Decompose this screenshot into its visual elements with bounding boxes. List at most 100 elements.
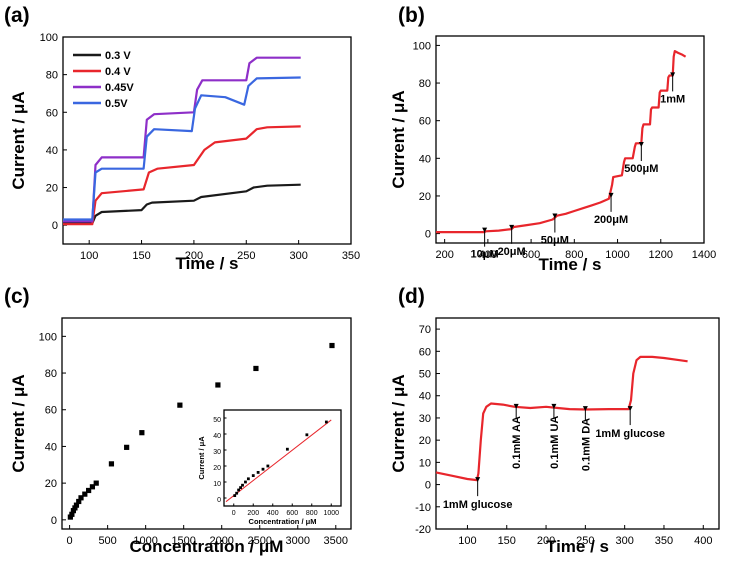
annotation-label: 0.1mM DA xyxy=(580,418,592,471)
inset-data-point xyxy=(285,447,289,451)
data-point xyxy=(73,502,80,508)
y-tick-label: 0 xyxy=(425,480,431,492)
x-tick-label: 150 xyxy=(498,535,516,547)
x-tick-label: 500 xyxy=(98,535,116,547)
data-point xyxy=(76,498,82,505)
annotation-arrow-head xyxy=(509,224,515,230)
y-tick-label: 80 xyxy=(419,78,431,90)
panel-label: (c) xyxy=(4,285,30,308)
y-tick-label: 30 xyxy=(213,449,221,456)
inset-data-point xyxy=(233,494,237,497)
inset-y-axis-label: Current / μA xyxy=(197,436,206,480)
inset-data-point xyxy=(239,486,242,489)
series-line xyxy=(63,76,301,221)
annotation: 0.1mM UA xyxy=(549,403,561,469)
x-tick-label: 250 xyxy=(237,250,255,262)
x-tick-label: 1000 xyxy=(323,510,339,517)
annotation-arrow-head xyxy=(608,192,614,198)
x-tick-label: 2000 xyxy=(209,535,233,547)
x-tick-label: 800 xyxy=(565,249,583,261)
series-line xyxy=(436,50,687,234)
inset-data-point xyxy=(241,483,244,487)
y-tick-label: 40 xyxy=(45,441,57,453)
data-point xyxy=(253,365,259,372)
panel-label: (d) xyxy=(398,285,425,308)
data-point xyxy=(89,484,96,490)
y-tick-label: -20 xyxy=(415,524,431,536)
y-axis-label: Current / μA xyxy=(389,90,408,188)
annotation-arrow-head xyxy=(638,142,644,148)
y-tick-label: 30 xyxy=(419,413,431,425)
data-point xyxy=(72,505,78,511)
y-tick-label: 60 xyxy=(46,107,58,119)
x-tick-label: 300 xyxy=(615,535,633,547)
annotation: 1mM glucose xyxy=(443,477,513,511)
series-line xyxy=(63,125,301,226)
data-point xyxy=(108,461,115,467)
y-tick-label: 80 xyxy=(46,70,58,82)
y-tick-label: 20 xyxy=(46,183,58,195)
y-tick-label: 100 xyxy=(40,32,58,44)
y-tick-label: 60 xyxy=(419,346,431,358)
x-tick-label: 100 xyxy=(458,535,476,547)
y-tick-label: 10 xyxy=(419,457,431,469)
annotation-arrow-head xyxy=(627,406,633,412)
annotation: 0.1mM AA xyxy=(511,403,523,469)
y-tick-label: 40 xyxy=(419,391,431,403)
annotation: 200μM xyxy=(594,192,628,226)
data-point xyxy=(69,511,75,517)
annotation-label: 1mM glucose xyxy=(595,428,665,440)
data-point xyxy=(139,430,145,436)
y-tick-label: 80 xyxy=(45,368,57,380)
legend-label: 0.4 V xyxy=(105,66,131,78)
y-tick-label: 60 xyxy=(419,116,431,128)
y-axis-label: Current / μA xyxy=(389,374,408,472)
y-tick-label: 20 xyxy=(45,478,57,490)
legend-label: 0.5V xyxy=(105,98,128,110)
y-tick-label: 0 xyxy=(52,220,58,232)
x-tick-label: 100 xyxy=(80,250,98,262)
annotation: 500μM xyxy=(624,142,658,175)
annotation: 50μM xyxy=(541,213,569,247)
x-tick-label: 0 xyxy=(67,535,73,547)
annotation-label: 1mM glucose xyxy=(443,499,513,511)
panel-b: (b) 200 400 600 800 1000 1200 1400 0 20 40 60 80 100 T… xyxy=(389,4,716,274)
data-point xyxy=(329,342,335,349)
x-tick-label: 400 xyxy=(479,249,497,261)
x-tick-label: 2500 xyxy=(247,535,271,547)
annotation-label: 500μM xyxy=(624,163,658,175)
inset-data-point xyxy=(324,420,328,424)
annotation-arrow-head xyxy=(582,406,588,412)
inset-x-axis-label: Concentration / μM xyxy=(249,517,317,526)
x-axis-label: Time / s xyxy=(546,537,609,556)
x-tick-label: 800 xyxy=(306,510,318,517)
x-tick-label: 250 xyxy=(576,535,594,547)
annotation-label: 1mM xyxy=(660,93,685,105)
plot-frame xyxy=(435,317,720,530)
y-tick-label: 20 xyxy=(419,435,431,447)
legend-label: 0.45V xyxy=(105,82,134,94)
annotation-arrow-head xyxy=(670,72,676,78)
annotation-arrow-head xyxy=(482,227,488,233)
y-tick-label: 100 xyxy=(413,40,431,52)
data-point xyxy=(78,495,84,501)
panel-c: (c)0 500 1000 1500 2000 2500 3000 3500020406080… xyxy=(4,285,352,556)
series-line xyxy=(435,355,688,482)
inset-chart: 0 200 400 600 800 1000 0 10 20 30 40 50 Concentratio… xyxy=(197,409,342,526)
x-tick-label: 1500 xyxy=(171,535,195,547)
x-tick-label: 300 xyxy=(289,250,307,262)
annotation: 20μM xyxy=(498,224,526,258)
annotation: 1mM xyxy=(660,72,685,105)
plot-frame xyxy=(223,409,342,507)
plot-frame xyxy=(435,35,705,244)
panel-a: (a) 100 150 200 250 300 350 0 20 40 60 80 100 Time / … xyxy=(4,4,360,273)
annotation: 1mM glucose xyxy=(595,406,665,440)
y-tick-label: 100 xyxy=(39,331,57,343)
data-point xyxy=(82,491,88,497)
inset-data-point xyxy=(305,433,309,437)
series-line xyxy=(63,183,301,225)
data-point xyxy=(215,382,221,388)
plot-frame xyxy=(62,36,352,245)
annotation-label: 0.1mM AA xyxy=(511,416,523,469)
annotation-label: 200μM xyxy=(594,214,628,226)
